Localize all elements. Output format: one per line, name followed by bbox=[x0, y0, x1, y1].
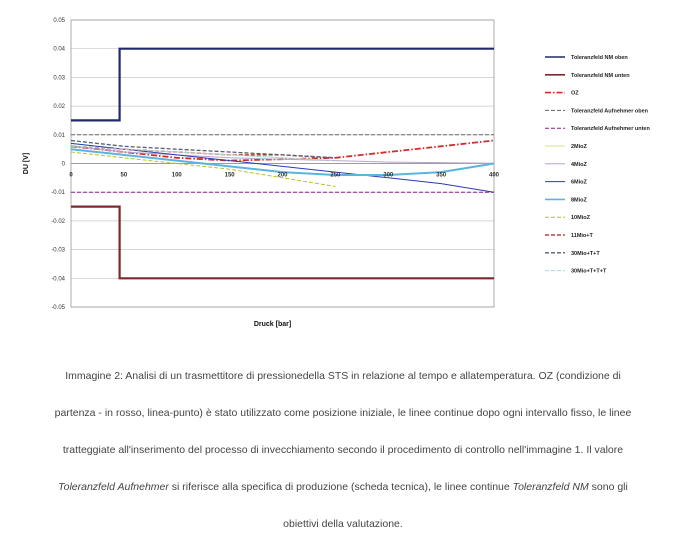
series-line-toleranzfeld-nm-unten bbox=[71, 205, 494, 280]
legend-label-4mioz: 4MioZ bbox=[571, 162, 588, 168]
y-tick-label: 0.02 bbox=[53, 104, 65, 110]
series-line-10mioz bbox=[70, 151, 336, 187]
y-tick-label: -0.03 bbox=[51, 248, 65, 254]
legend-label-toleranzfeld-nm-unten: Toleranzfeld NM unten bbox=[571, 73, 630, 79]
legend-label-toleranzfeld-aufnehmer-unten: Toleranzfeld Aufnehmer unten bbox=[571, 126, 650, 132]
legend-label-8mioz: 8MioZ bbox=[571, 197, 588, 203]
x-tick-label: 200 bbox=[277, 173, 288, 179]
caption-text-middle: si riferisce alla specifica di produzion… bbox=[168, 481, 513, 493]
caption-term-nm: Toleranzfeld NM bbox=[512, 481, 589, 493]
chart: -0.05 -0.04 -0.03 -0.02 -0.01 0 0.01 0.02 0.03 0.… bbox=[23, 18, 650, 328]
x-tick-label: 50 bbox=[121, 173, 128, 179]
y-tick-label: -0.02 bbox=[51, 219, 65, 225]
caption-line-4: Toleranzfeld Aufnehmer si riferisce alla… bbox=[14, 469, 672, 506]
x-axis-ticks: 0 50 100 150 200 250 300 350 400 bbox=[69, 173, 499, 179]
y-tick-label: -0.04 bbox=[51, 276, 65, 282]
x-tick-label: 100 bbox=[172, 173, 183, 179]
legend-label-30mio-t-t: 30Mio+T+T bbox=[571, 251, 600, 257]
y-tick-label: 0.03 bbox=[53, 75, 65, 81]
legend-label-10mioz: 10MioZ bbox=[571, 215, 591, 221]
figure-caption: Immagine 2: Analisi di un trasmettitore … bbox=[14, 358, 672, 543]
legend-label-2mioz: 2MioZ bbox=[571, 144, 588, 150]
legend: Toleranzfeld NM oben Toleranzfeld NM unte… bbox=[545, 55, 650, 275]
legend-label-oz: OZ bbox=[571, 91, 579, 97]
y-axis-label: DU [V] bbox=[23, 153, 30, 174]
x-tick-label: 350 bbox=[436, 173, 447, 179]
legend-label-11mio-t: 11Mio+T bbox=[571, 233, 593, 239]
caption-line-5: obiettivi della valutazione. bbox=[283, 518, 403, 530]
caption-term-aufnehmer: Toleranzfeld Aufnehmer bbox=[58, 481, 169, 493]
series-line-30mio-t-t-t bbox=[70, 145, 336, 162]
y-tick-label: 0.04 bbox=[53, 47, 65, 53]
y-axis-ticks: -0.05 -0.04 -0.03 -0.02 -0.01 0 0.01 0.02 0.03 0.… bbox=[51, 18, 65, 311]
caption-text-end: sono gli bbox=[588, 481, 628, 493]
legend-label-toleranzfeld-aufnehmer-oben: Toleranzfeld Aufnehmer oben bbox=[571, 108, 649, 114]
series-line-8mioz bbox=[70, 148, 495, 176]
caption-line-3: tratteggiate all'inserimento del process… bbox=[62, 444, 624, 456]
y-tick-label: 0.05 bbox=[53, 18, 65, 24]
x-tick-label: 300 bbox=[383, 173, 394, 179]
gridlines bbox=[71, 19, 494, 308]
y-tick-label: -0.05 bbox=[51, 305, 65, 311]
x-tick-label: 250 bbox=[330, 173, 341, 179]
caption-line-1: Immagine 2: Analisi di un trasmettitore … bbox=[65, 370, 621, 382]
series-line-toleranzfeld-nm-oben bbox=[71, 47, 494, 122]
series-line-30mio-t-t bbox=[70, 139, 336, 159]
x-tick-label: 150 bbox=[225, 173, 236, 179]
legend-label-30mio-t-t-t: 30Mio+T+T+T bbox=[571, 269, 607, 275]
series-line-6mioz bbox=[70, 142, 495, 193]
caption-line-2: partenza - in rosso, linea-punto) è stat… bbox=[54, 407, 632, 419]
y-tick-label: 0 bbox=[62, 162, 66, 168]
legend-label-toleranzfeld-nm-oben: Toleranzfeld NM oben bbox=[571, 55, 628, 61]
y-tick-label: -0.01 bbox=[51, 190, 65, 196]
x-tick-label: 400 bbox=[489, 173, 500, 179]
series-layer bbox=[70, 47, 495, 280]
series-line-4mioz bbox=[70, 145, 495, 164]
y-tick-label: 0.01 bbox=[53, 133, 65, 139]
legend-label-6mioz: 6MioZ bbox=[571, 180, 588, 186]
x-tick-label: 0 bbox=[69, 173, 73, 179]
x-axis-label: Druck [bar] bbox=[254, 321, 291, 328]
